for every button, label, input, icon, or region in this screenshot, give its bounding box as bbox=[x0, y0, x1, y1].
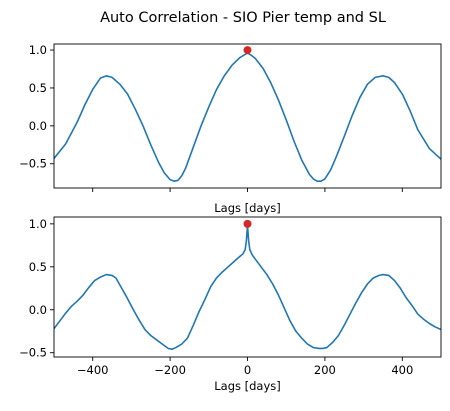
y-tick-label: −0.5 bbox=[19, 346, 47, 360]
plot-frame bbox=[53, 43, 442, 189]
x-tick-label: −400 bbox=[77, 363, 109, 377]
x-tick-label: 200 bbox=[314, 363, 336, 377]
plot-frame bbox=[53, 216, 442, 358]
y-tick-label: 0.0 bbox=[29, 303, 47, 317]
bottom-autocorr-plot: −400 −200 0 200 400 −0.5 0.0 0.5 1.0 Lags [days] bbox=[19, 216, 442, 393]
autocorr-series-line bbox=[54, 224, 441, 351]
y-tick-label: 0.5 bbox=[29, 260, 47, 274]
top-autocorr-plot: −0.5 0.0 0.5 1.0 Lags [days] bbox=[19, 43, 442, 215]
x-axis-label: Lags [days] bbox=[214, 379, 281, 393]
y-tick-label: 1.0 bbox=[29, 43, 47, 57]
zero-lag-marker bbox=[243, 219, 252, 228]
y-tick-label: −0.5 bbox=[19, 157, 47, 171]
x-tick-label: −200 bbox=[154, 363, 186, 377]
x-tick-label: 0 bbox=[244, 363, 251, 377]
x-axis-label: Lags [days] bbox=[214, 201, 281, 215]
y-tick-label: 1.0 bbox=[29, 217, 47, 231]
y-tick-label: 0.5 bbox=[29, 81, 47, 95]
figure-suptitle: Auto Correlation - SIO Pier temp and SL bbox=[100, 10, 386, 26]
zero-lag-marker bbox=[243, 46, 252, 55]
autocorr-series-line bbox=[54, 52, 441, 182]
x-tick-label: 400 bbox=[391, 363, 413, 377]
y-tick-label: 0.0 bbox=[29, 119, 47, 133]
